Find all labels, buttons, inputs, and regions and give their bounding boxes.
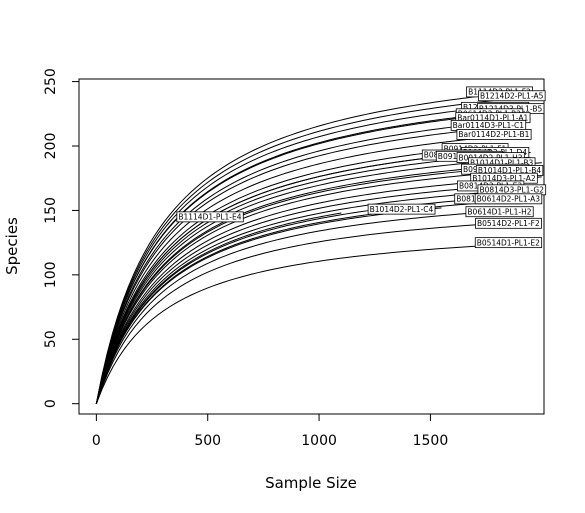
curve-b0514d2-pl1-f2 [95, 220, 542, 404]
curve-label-text: Bar0114D1-PL1-A1 [457, 113, 528, 122]
curve-label-box [456, 129, 532, 140]
curve-label-box [474, 237, 543, 249]
curve-b0914d2-pl1-f1 [95, 148, 464, 404]
curve-label: B0614D1-PL1-H2 [465, 206, 534, 218]
curve-label: B1214D2-PL1-A5 [478, 90, 546, 102]
curve-label: Bar0114D3-PL1-C1 [450, 119, 527, 131]
x-axis: 0 500 1000 1500 [92, 413, 449, 449]
curve-label-box [474, 193, 543, 205]
y-tick-label: 250 [43, 68, 59, 95]
x-tick-label: 500 [194, 433, 221, 449]
y-tick-label: 0 [43, 399, 59, 408]
curve-b0814d2-pl1-e3 [95, 185, 498, 404]
curve-b0914d1-pl1-e1 [95, 154, 453, 404]
x-tick-label: 1500 [413, 433, 449, 449]
curve-label-text: B1114D1-PL1-E4 [178, 213, 241, 222]
curve-label-text: B1014D3-PL1-A2 [472, 174, 536, 183]
y-tick-label: 150 [43, 197, 59, 224]
curve-label-box [465, 206, 534, 218]
curve-b1214d2-pl1-a5 [95, 95, 542, 404]
curve-label-box [478, 90, 546, 102]
curve-label: Bar0114D2-PL1-B1 [456, 129, 532, 140]
curve-labels: B1114D2-PL1-F2B1214D2-PL1-A5B1214D2-PL1-… [176, 86, 547, 249]
curve-b1114d1-pl1-e4 [95, 212, 342, 404]
curve-b1014d1-pl1-b4 [95, 168, 542, 404]
curve-b0814d1-pl1-d3 [95, 197, 498, 404]
curve-label-text: Bar0114D3-PL1-C1 [453, 121, 525, 130]
curve-b1114d2-pl1-f2 [95, 91, 520, 404]
curve-b0914d3-pl1-h1 [95, 168, 487, 404]
curve-label-text: B0814D3-PL1-G2 [479, 186, 544, 195]
curve-b0614d2-pl1-b2 [95, 115, 476, 404]
curve-label: B0514D1-PL1-E2 [474, 237, 543, 249]
curve-label: B0814D3-PL1-G2 [477, 184, 547, 196]
curve-label: B1114D1-PL1-E4 [176, 211, 244, 223]
curve-label-box [176, 211, 244, 223]
curve-b0514d1-pl1-e2 [95, 242, 542, 404]
curve-label-text: B0614D1-PL1-H2 [467, 207, 531, 216]
curve-label: B0514D2-PL1-F2 [475, 217, 542, 229]
curve-label-text: B0614D2-PL1-A3 [477, 195, 541, 204]
curve-label-text: Bar0114D2-PL1-B1 [458, 130, 529, 139]
curve-label: B0614D2-PL1-A3 [474, 193, 543, 205]
x-tick-label: 0 [92, 433, 101, 449]
x-tick-label: 1000 [301, 433, 337, 449]
y-axis-label: Species [3, 217, 21, 275]
y-tick-label: 200 [43, 133, 59, 160]
y-tick-label: 100 [43, 261, 59, 288]
curve-b1214d2-pl1-h4 [95, 108, 476, 404]
curve-label-text: B1014D1-PL1-B3 [470, 158, 534, 167]
y-axis: 0 50 100 150 200 250 [43, 68, 80, 408]
y-tick-label: 50 [43, 330, 59, 348]
curve-bar0114d2-pl1-b1 [95, 133, 520, 404]
curve-bar0114d3-pl1-c1 [95, 124, 520, 404]
curve-label-box [475, 217, 542, 229]
curve-label-text: B0514D1-PL1-E2 [477, 238, 540, 247]
curve-b0814d3-pl1-g2 [95, 188, 542, 404]
curve-label-text: B0514D2-PL1-F2 [477, 219, 540, 228]
x-axis-label: Sample Size [265, 474, 357, 492]
curve-b0914d2-pl1-h3 [95, 157, 531, 404]
curve-label-text: B1214D2-PL1-A5 [480, 91, 544, 100]
curve-label-text: B1014D1-PL1-B4 [478, 166, 542, 175]
curve-label-box [367, 203, 436, 215]
curve-b0614d1-pl1-h2 [95, 208, 531, 404]
curve-label-text: B1014D2-PL1-C4 [370, 205, 434, 214]
curve-label: B1014D2-PL1-C4 [367, 203, 436, 215]
